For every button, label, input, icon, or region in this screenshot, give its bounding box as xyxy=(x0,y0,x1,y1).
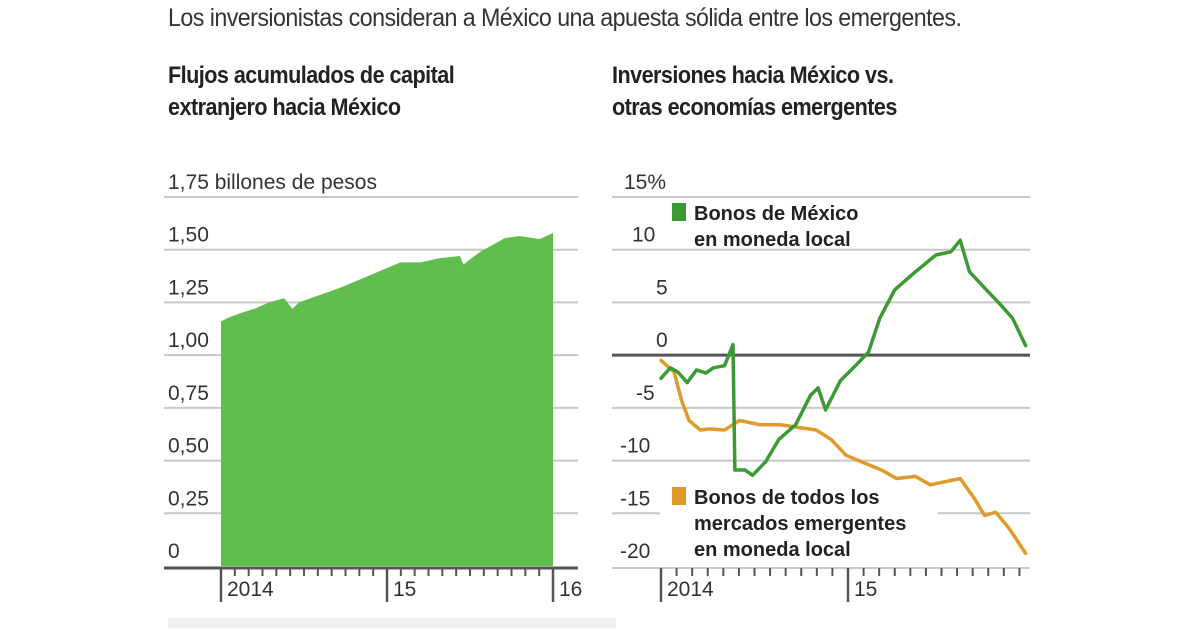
left-y-tick-label: 0,75 xyxy=(168,382,209,405)
left-chart-title-line-1: Flujos acumulados de capital xyxy=(168,62,455,89)
legend-mexico-bonds-text: Bonos de México xyxy=(694,203,858,225)
left-chart-title: Flujos acumulados de capital extranjero … xyxy=(168,60,455,124)
right-y-tick-label: -15 xyxy=(620,487,650,510)
emerging-markets-bonds-line xyxy=(659,358,1028,556)
legend-emerging-markets-bonds-text: mercados emergentes xyxy=(694,513,906,535)
right-chart-title: Inversiones hacia México vs. otras econo… xyxy=(612,60,897,124)
left-x-tick-label: 2014 xyxy=(227,578,274,601)
left-chart-title-line-2: extranjero hacia México xyxy=(168,94,401,121)
right-y-tick-label: -20 xyxy=(620,540,650,563)
right-x-tick-label: 2014 xyxy=(667,578,714,601)
left-y-tick-label: 0,50 xyxy=(168,435,209,458)
legend-emerging-markets-bonds-text: Bonos de todos los xyxy=(694,487,880,509)
left-y-tick-label: 1,00 xyxy=(168,329,209,352)
right-chart-title-line-2: otras economías emergentes xyxy=(612,94,897,121)
left-y-tick-label: 1,50 xyxy=(168,224,209,247)
left-y-tick-label: 1,75 billones de pesos xyxy=(168,171,377,194)
left-y-tick-label: 1,25 xyxy=(168,276,209,299)
left-chart-capital-flows: 0 0,25 0,50 0,75 1,00 1,25 1,50 1,75 billones d… xyxy=(164,171,582,602)
legend-emerging-markets-bonds: Bonos de todos los mercados emergentes en … xyxy=(672,487,906,561)
source-note-faded xyxy=(168,618,728,628)
capital-flows-area xyxy=(221,232,553,567)
legend-mexico-bonds-text: en moneda local xyxy=(694,229,851,251)
mexico-bonds-line xyxy=(659,238,1028,478)
right-chart-bond-returns: -20 -15 -10 -5 0 5 10 15% 2014 15 Bonos de México e… xyxy=(612,171,1030,602)
left-x-tick-label: 16 xyxy=(559,578,582,601)
left-y-tick-label: 0,25 xyxy=(168,487,209,510)
legend-emerging-markets-bonds-text: en moneda local xyxy=(694,539,851,561)
right-y-tick-label: 0 xyxy=(656,329,668,352)
right-chart-title-line-1: Inversiones hacia México vs. xyxy=(612,62,894,89)
legend-emerging-markets-bonds-swatch xyxy=(672,487,686,505)
headline: Los inversionistas consideran a México u… xyxy=(168,4,962,32)
legend-mexico-bonds: Bonos de México en moneda local xyxy=(672,203,858,251)
right-y-tick-label: -10 xyxy=(620,435,650,458)
right-y-tick-label: 10 xyxy=(632,224,655,247)
left-x-tick-label: 15 xyxy=(393,578,416,601)
right-y-tick-label: 5 xyxy=(656,276,668,299)
right-y-tick-label: -5 xyxy=(636,382,655,405)
right-y-tick-label: 15% xyxy=(624,171,666,194)
right-x-tick-label: 15 xyxy=(854,578,877,601)
legend-mexico-bonds-swatch xyxy=(672,203,686,221)
left-y-tick-label: 0 xyxy=(168,540,180,563)
